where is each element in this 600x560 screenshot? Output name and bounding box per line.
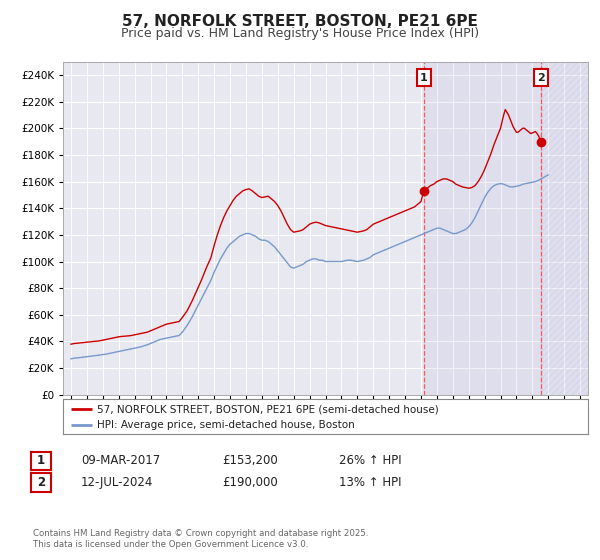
Bar	[424, 62, 541, 395]
Text: HPI: Average price, semi-detached house, Boston: HPI: Average price, semi-detached house,…	[97, 421, 355, 430]
Text: 1: 1	[37, 454, 45, 468]
Text: £153,200: £153,200	[222, 454, 278, 468]
Text: 57, NORFOLK STREET, BOSTON, PE21 6PE: 57, NORFOLK STREET, BOSTON, PE21 6PE	[122, 14, 478, 29]
Text: 09-MAR-2017: 09-MAR-2017	[81, 454, 160, 468]
Bar	[541, 62, 588, 395]
Text: Contains HM Land Registry data © Crown copyright and database right 2025.
This d: Contains HM Land Registry data © Crown c…	[33, 529, 368, 549]
Text: 26% ↑ HPI: 26% ↑ HPI	[339, 454, 401, 468]
Text: 1: 1	[420, 73, 428, 83]
Text: 2: 2	[537, 73, 545, 83]
Text: 13% ↑ HPI: 13% ↑ HPI	[339, 476, 401, 489]
Text: 57, NORFOLK STREET, BOSTON, PE21 6PE (semi-detached house): 57, NORFOLK STREET, BOSTON, PE21 6PE (se…	[97, 404, 439, 414]
Text: Price paid vs. HM Land Registry's House Price Index (HPI): Price paid vs. HM Land Registry's House …	[121, 27, 479, 40]
Text: £190,000: £190,000	[222, 476, 278, 489]
Text: 12-JUL-2024: 12-JUL-2024	[81, 476, 154, 489]
Text: 2: 2	[37, 476, 45, 489]
